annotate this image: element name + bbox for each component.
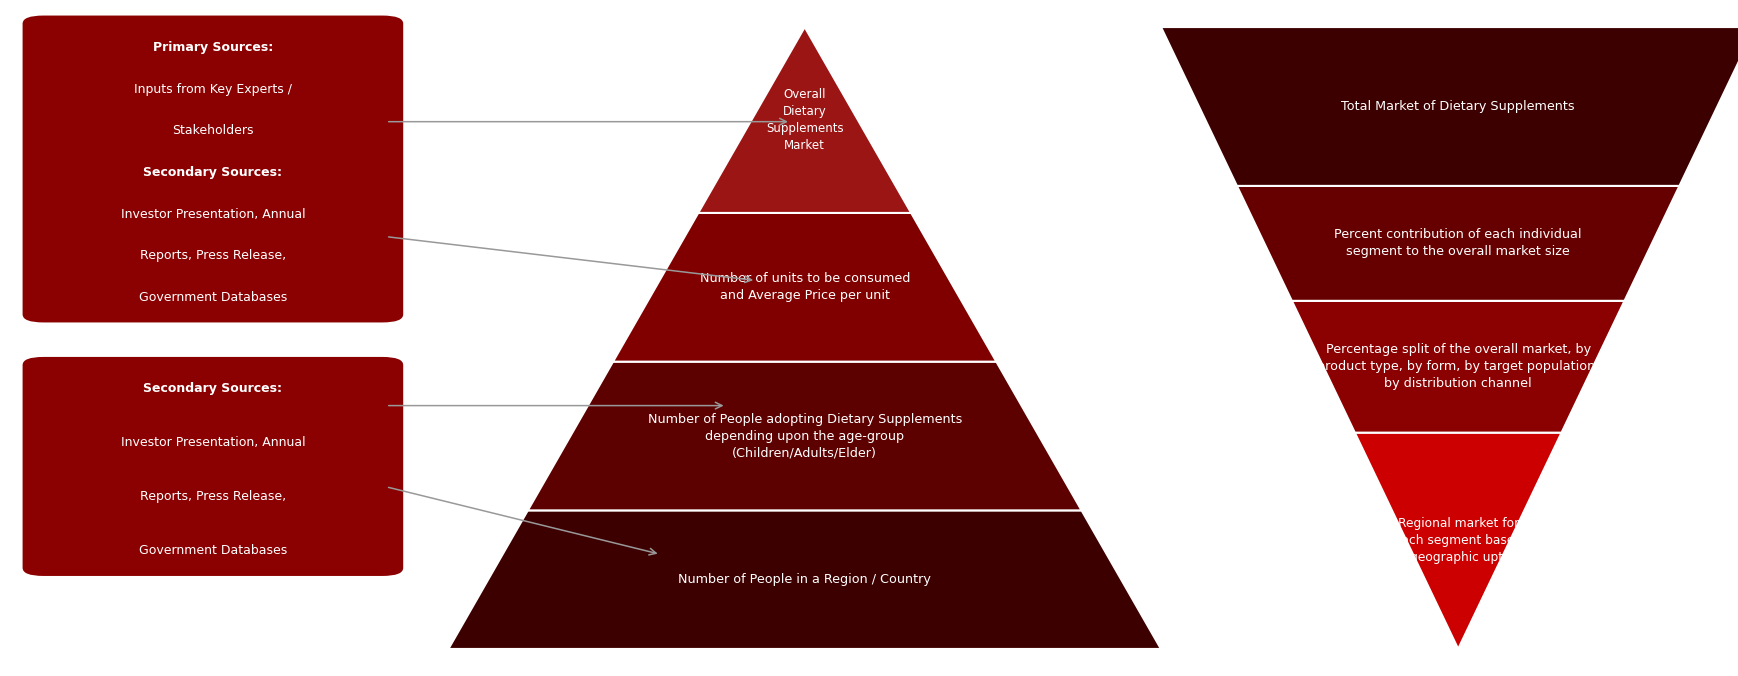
Text: Number of units to be consumed
and Average Price per unit: Number of units to be consumed and Avera… bbox=[699, 272, 911, 302]
Text: Investor Presentation, Annual: Investor Presentation, Annual bbox=[120, 436, 306, 450]
Polygon shape bbox=[614, 213, 996, 362]
Text: Primary Sources:: Primary Sources: bbox=[153, 41, 273, 54]
Text: Investor Presentation, Annual: Investor Presentation, Annual bbox=[120, 208, 306, 220]
FancyBboxPatch shape bbox=[23, 357, 403, 576]
Text: Number of People in a Region / Country: Number of People in a Region / Country bbox=[678, 573, 932, 586]
FancyBboxPatch shape bbox=[23, 16, 403, 322]
Text: Reports, Press Release,: Reports, Press Release, bbox=[139, 249, 287, 262]
Polygon shape bbox=[699, 27, 911, 213]
Text: Stakeholders: Stakeholders bbox=[172, 124, 254, 137]
Text: Number of People adopting Dietary Supplements
depending upon the age-group
(Chil: Number of People adopting Dietary Supple… bbox=[648, 412, 961, 460]
Polygon shape bbox=[528, 362, 1081, 510]
Text: Government Databases: Government Databases bbox=[139, 544, 287, 558]
Text: Percentage split of the overall market, by
product type, by form, by target popu: Percentage split of the overall market, … bbox=[1317, 343, 1599, 390]
Text: Regional market for
each segment based
on geographic uptake: Regional market for each segment based o… bbox=[1390, 517, 1526, 564]
Polygon shape bbox=[1356, 433, 1561, 649]
Polygon shape bbox=[1237, 186, 1679, 301]
Text: Secondary Sources:: Secondary Sources: bbox=[144, 166, 282, 179]
Text: Percent contribution of each individual
segment to the overall market size: Percent contribution of each individual … bbox=[1335, 228, 1582, 258]
Polygon shape bbox=[1291, 301, 1625, 433]
Text: Inputs from Key Experts /: Inputs from Key Experts / bbox=[134, 82, 292, 95]
Polygon shape bbox=[448, 510, 1161, 649]
Text: Overall
Dietary
Supplements
Market: Overall Dietary Supplements Market bbox=[766, 88, 843, 152]
Text: Total Market of Dietary Supplements: Total Market of Dietary Supplements bbox=[1342, 100, 1575, 113]
Text: Secondary Sources:: Secondary Sources: bbox=[144, 382, 282, 395]
Polygon shape bbox=[1161, 27, 1738, 186]
Text: Government Databases: Government Databases bbox=[139, 291, 287, 304]
Text: Reports, Press Release,: Reports, Press Release, bbox=[139, 490, 287, 504]
